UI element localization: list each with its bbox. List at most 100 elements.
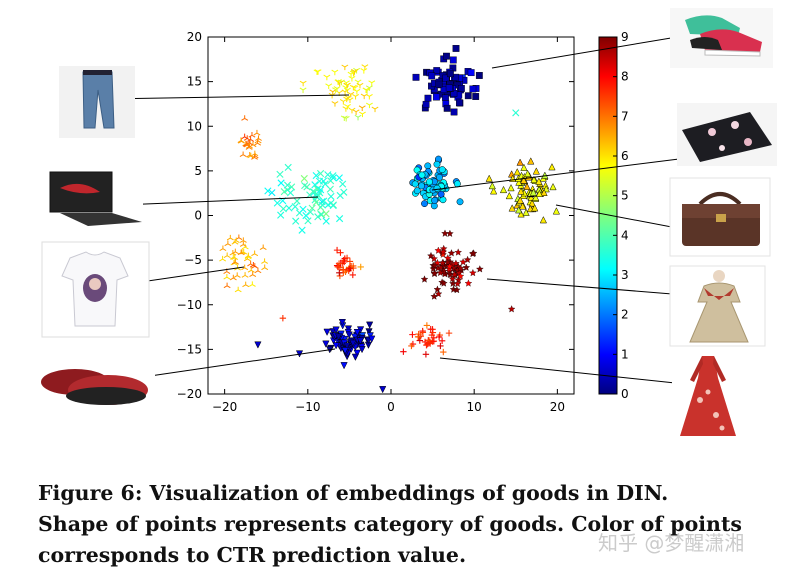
point-jeans (356, 82, 364, 89)
point-sneakers (412, 73, 420, 81)
point-tshirt (247, 267, 255, 273)
point-jeans (334, 79, 342, 85)
point-dress (333, 246, 341, 254)
point-jeans (325, 83, 333, 89)
point-sneakers (446, 70, 454, 78)
coat-icon (689, 270, 749, 343)
point-handbag (532, 193, 540, 201)
point-laptop (336, 215, 344, 223)
point-coat (454, 276, 463, 284)
point-coat (433, 285, 442, 293)
point-laptop (320, 197, 328, 205)
point-handbag (507, 183, 515, 192)
point-coat (464, 279, 473, 287)
connector-handbag (555, 204, 678, 229)
point-jeans (354, 114, 362, 121)
point-slippers (351, 353, 360, 361)
colorbar-tick-label: 2 (621, 308, 629, 322)
y-tick-label: −20 (177, 387, 202, 401)
point-sneakers (455, 99, 463, 107)
point-tshirt (259, 244, 267, 251)
point-handbag (539, 216, 547, 224)
point-laptop (303, 183, 311, 191)
colorbar-tick-label: 1 (621, 347, 629, 361)
point-dress (346, 258, 354, 265)
point-sneakers (469, 85, 477, 93)
point-jeans (333, 86, 341, 92)
point-dress (349, 271, 356, 279)
point-handbag (522, 208, 530, 216)
point-coat (463, 255, 472, 264)
point-coat (453, 286, 461, 294)
point-sneakers (443, 104, 451, 112)
point-dress (343, 254, 351, 262)
y-tick-label: −10 (177, 298, 202, 312)
point-coat (450, 270, 459, 278)
point-sneakers (442, 93, 449, 101)
point-wallet (438, 166, 446, 174)
point-tshirt (223, 268, 231, 274)
colorbar-tick-label: 0 (621, 387, 629, 401)
point-jeans (348, 76, 356, 82)
point-wallet (433, 184, 441, 192)
point-outlier (254, 341, 262, 349)
chart-figure: −20 −10 0 10 20 −20 −15 −10 −5 0 5 10 15 20 0 1 2 3 4 5 6 7… (41, 15, 772, 436)
point-tshirt (261, 264, 269, 271)
point-laptop (300, 174, 308, 183)
point-sneakers (457, 85, 465, 92)
point-orange-cluster (251, 150, 259, 157)
x-tick-label: 20 (550, 400, 565, 414)
point-laptop (312, 192, 321, 200)
point-tshirt (239, 237, 247, 243)
y-tick-label: 0 (194, 209, 202, 223)
handbag-photo (669, 177, 771, 257)
point-dress-b (423, 341, 430, 349)
point-sneakers (452, 45, 460, 52)
point-sneakers (475, 72, 483, 79)
point-slippers (322, 340, 330, 348)
caption-line-3: corresponds to CTR prediction value. (38, 543, 467, 567)
point-handbag (549, 182, 557, 191)
connector-slippers (149, 348, 336, 377)
point-coat (476, 265, 484, 273)
point-dress (357, 263, 364, 271)
point-handbag (508, 204, 516, 212)
point-jeans (352, 109, 360, 115)
point-laptop (339, 180, 347, 188)
point-handbag (552, 207, 560, 215)
point-dress (336, 272, 344, 280)
colorbar-tick-label: 5 (621, 189, 629, 203)
point-coat (427, 251, 435, 260)
point-slippers (341, 347, 349, 355)
colorbar-tick-label: 3 (621, 268, 629, 282)
point-jeans (363, 88, 371, 94)
point-dress-b (414, 333, 422, 340)
point-sneakers (467, 69, 475, 77)
point-laptop (327, 199, 335, 207)
point-dress (336, 269, 343, 276)
point-handbag (535, 177, 543, 185)
point-handbag (540, 188, 548, 196)
point-dress-b (445, 329, 453, 337)
point-coat (453, 279, 462, 288)
point-tshirt (248, 281, 256, 287)
y-tick-label: 10 (187, 119, 202, 133)
point-sneakers (450, 90, 458, 97)
point-coat (456, 264, 465, 272)
point-coat (469, 269, 477, 277)
point-dress (346, 265, 353, 273)
point-tshirt (223, 252, 231, 259)
point-sneakers (472, 93, 480, 100)
point-slippers (338, 319, 346, 327)
point-orange-cluster (247, 136, 255, 142)
point-jeans (365, 93, 373, 100)
point-coat (456, 272, 465, 280)
point-jeans (368, 80, 376, 86)
point-handbag (529, 188, 538, 196)
connector-laptop (119, 196, 319, 206)
point-sneakers (464, 92, 472, 100)
point-jeans (347, 91, 355, 98)
point-laptop (321, 180, 329, 188)
y-axis: −20 −15 −10 −5 0 5 10 15 20 (177, 30, 574, 401)
point-coat (449, 279, 457, 287)
